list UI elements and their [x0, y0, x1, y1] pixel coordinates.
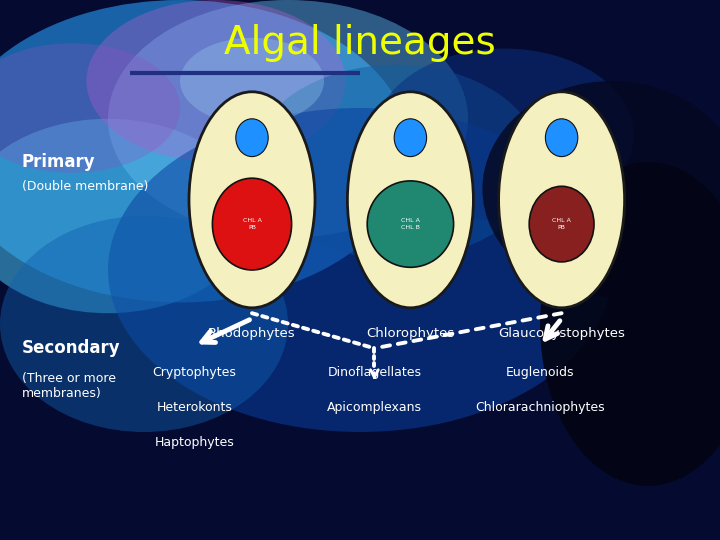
Ellipse shape: [108, 0, 468, 238]
Text: Haptophytes: Haptophytes: [155, 436, 234, 449]
Text: Algal lineages: Algal lineages: [224, 24, 496, 62]
Ellipse shape: [374, 49, 634, 221]
Ellipse shape: [395, 119, 426, 157]
Text: (Three or more
membranes): (Three or more membranes): [22, 372, 116, 400]
Ellipse shape: [482, 81, 720, 297]
Text: Rhodophytes: Rhodophytes: [208, 327, 296, 340]
Text: (Double membrane): (Double membrane): [22, 180, 148, 193]
Ellipse shape: [0, 216, 288, 432]
Text: Apicomplexans: Apicomplexans: [327, 401, 422, 414]
Ellipse shape: [498, 92, 625, 308]
Text: Chlorophytes: Chlorophytes: [366, 327, 454, 340]
Text: Heterokonts: Heterokonts: [156, 401, 233, 414]
Ellipse shape: [252, 65, 540, 259]
Ellipse shape: [236, 119, 268, 157]
Text: CHL A
PB: CHL A PB: [552, 219, 571, 230]
Ellipse shape: [367, 181, 454, 267]
Text: Chlorarachniophytes: Chlorarachniophytes: [475, 401, 605, 414]
Ellipse shape: [0, 119, 252, 313]
Ellipse shape: [347, 92, 474, 308]
Ellipse shape: [529, 186, 594, 262]
Ellipse shape: [0, 0, 410, 302]
Text: Secondary: Secondary: [22, 339, 120, 357]
Ellipse shape: [540, 162, 720, 486]
Text: CHL A
CHL B: CHL A CHL B: [401, 219, 420, 230]
Ellipse shape: [189, 92, 315, 308]
Text: CHL A
PB: CHL A PB: [243, 219, 261, 230]
Text: Glaucocystophytes: Glaucocystophytes: [498, 327, 625, 340]
Ellipse shape: [108, 108, 612, 432]
Text: Cryptophytes: Cryptophytes: [153, 366, 236, 379]
Text: Euglenoids: Euglenoids: [505, 366, 575, 379]
Ellipse shape: [546, 119, 578, 157]
Ellipse shape: [0, 43, 180, 173]
Ellipse shape: [86, 0, 346, 162]
Text: Dinoflagellates: Dinoflagellates: [328, 366, 421, 379]
Ellipse shape: [180, 38, 324, 124]
Text: Primary: Primary: [22, 153, 95, 171]
Ellipse shape: [212, 178, 292, 270]
